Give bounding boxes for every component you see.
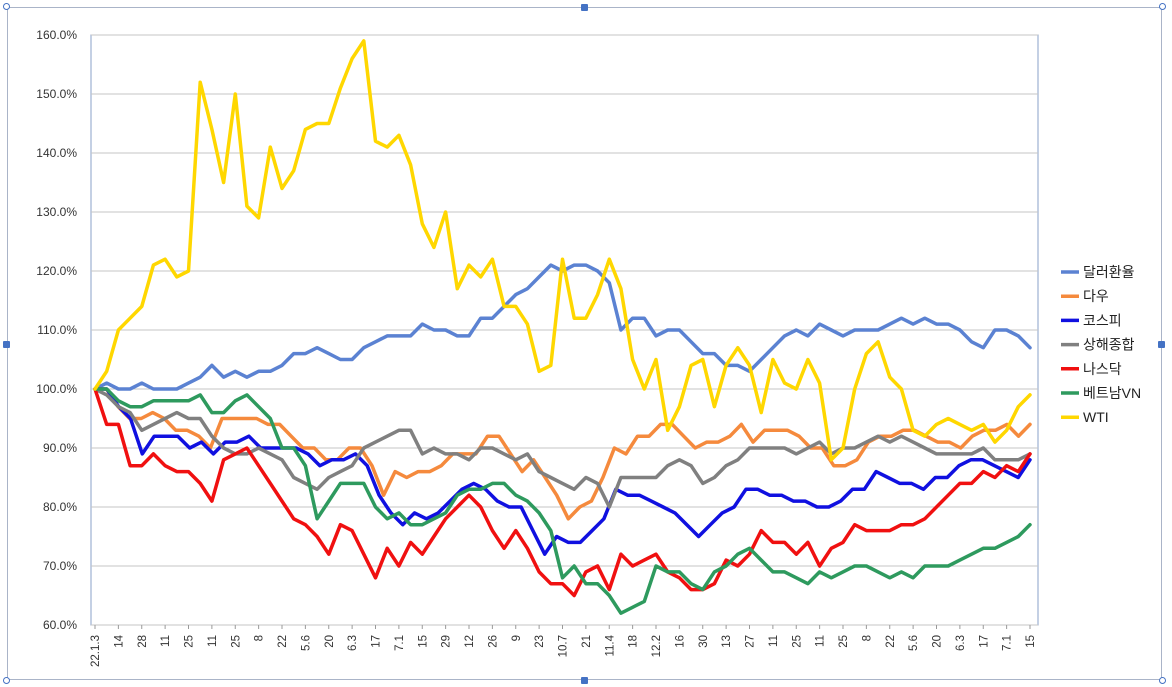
x-tick-label: 7.1 [1002, 635, 1014, 651]
x-tick-label: 11 [160, 635, 172, 647]
y-tick-label: 90.0% [43, 441, 77, 455]
legend-label: 다우 [1083, 288, 1109, 304]
resize-handle-br[interactable] [1159, 677, 1166, 684]
x-tick-label: 16 [674, 635, 686, 648]
resize-handle-tl[interactable] [3, 3, 10, 10]
series-line-6[interactable] [93, 387, 1032, 615]
x-tick-label: 29 [441, 635, 453, 648]
x-tick-label: 15 [1025, 635, 1037, 648]
y-tick-label: 120.0% [36, 264, 77, 278]
series-line-3[interactable] [93, 387, 1032, 556]
legend-label: 나스닥 [1083, 361, 1122, 377]
y-tick-label: 100.0% [36, 382, 77, 396]
x-tick-label: 20 [324, 635, 336, 648]
x-tick-label: 23 [534, 635, 546, 648]
resize-handle-tr[interactable] [1159, 3, 1166, 10]
x-tick-label: 17 [978, 635, 990, 648]
x-tick-label: 5.6 [300, 635, 312, 651]
x-tick-label: 25 [230, 635, 242, 648]
x-tick-label: 27 [745, 635, 757, 648]
x-tick-label: 11 [815, 635, 827, 647]
y-tick-label: 130.0% [36, 205, 77, 219]
x-tick-label: 12 [464, 635, 476, 648]
y-tick-label: 70.0% [43, 559, 77, 573]
x-tick-label: 5.6 [908, 635, 920, 651]
y-tick-label: 110.0% [37, 323, 77, 337]
gridlines [90, 34, 1039, 626]
y-tick-label: 60.0% [43, 618, 77, 632]
y-tick-label: 140.0% [36, 146, 77, 160]
x-tick-label: 26 [487, 635, 499, 648]
legend-label: 상해종합 [1083, 337, 1135, 353]
x-tick-label: 25 [791, 635, 803, 648]
x-tick-label: 25 [184, 635, 196, 648]
x-tick-label: 22 [885, 635, 897, 648]
x-tick-label: 6.3 [347, 635, 359, 651]
series-line-1[interactable] [93, 263, 1032, 391]
x-tick-label: 22.1.3 [90, 635, 102, 667]
x-tick-label: 17 [371, 635, 383, 648]
x-tick-label: 22 [277, 635, 289, 648]
y-tick-label: 160.0% [36, 28, 77, 42]
x-tick-label: 15 [417, 635, 429, 648]
resize-handle-bm[interactable] [581, 677, 588, 684]
x-tick-label: 7.1 [394, 635, 406, 651]
x-tick-label: 21 [581, 635, 593, 648]
x-tick-label: 9 [511, 635, 523, 641]
y-tick-label: 150.0% [36, 87, 77, 101]
legend-label: 베트남VN [1083, 385, 1141, 401]
x-tick-label: 10.7 [558, 635, 570, 657]
resize-handle-mr[interactable] [1158, 341, 1165, 348]
x-tick-label: 8 [254, 635, 266, 641]
x-tick-label: 12.2 [651, 635, 663, 657]
legend-label: 코스피 [1083, 312, 1122, 328]
legend-label: 달러환율 [1083, 264, 1135, 280]
x-tick-label: 11 [207, 635, 219, 647]
y-tick-label: 80.0% [43, 500, 77, 514]
x-axis: 22.1.3 14 28 11 25 11 25 8 22 5.6 20 6.3 17 7.1 15 29 12… [90, 625, 1037, 667]
x-tick-label: 6.3 [955, 635, 967, 651]
x-tick-label: 18 [628, 635, 640, 648]
series-line-7[interactable] [93, 39, 1032, 462]
resize-handle-tm[interactable] [581, 4, 588, 11]
y-axis: 60.0% 70.0% 80.0% 90.0% 100.0% 110.0% 120.0% 13… [36, 28, 77, 632]
x-tick-label: 8 [861, 635, 873, 641]
x-tick-label: 28 [137, 635, 149, 648]
x-tick-label: 11 [768, 635, 780, 647]
x-tick-label: 20 [932, 635, 944, 648]
x-tick-label: 25 [838, 635, 850, 648]
resize-handle-bl[interactable] [3, 677, 10, 684]
x-tick-label: 13 [721, 635, 733, 648]
series-line-5[interactable] [93, 387, 1032, 598]
x-tick-label: 30 [698, 635, 710, 648]
series-lines [93, 39, 1032, 615]
resize-handle-ml[interactable] [3, 341, 10, 348]
x-tick-label: 14 [113, 634, 125, 647]
x-tick-label: 11.4 [604, 634, 616, 656]
legend-label: WTI [1083, 409, 1109, 425]
